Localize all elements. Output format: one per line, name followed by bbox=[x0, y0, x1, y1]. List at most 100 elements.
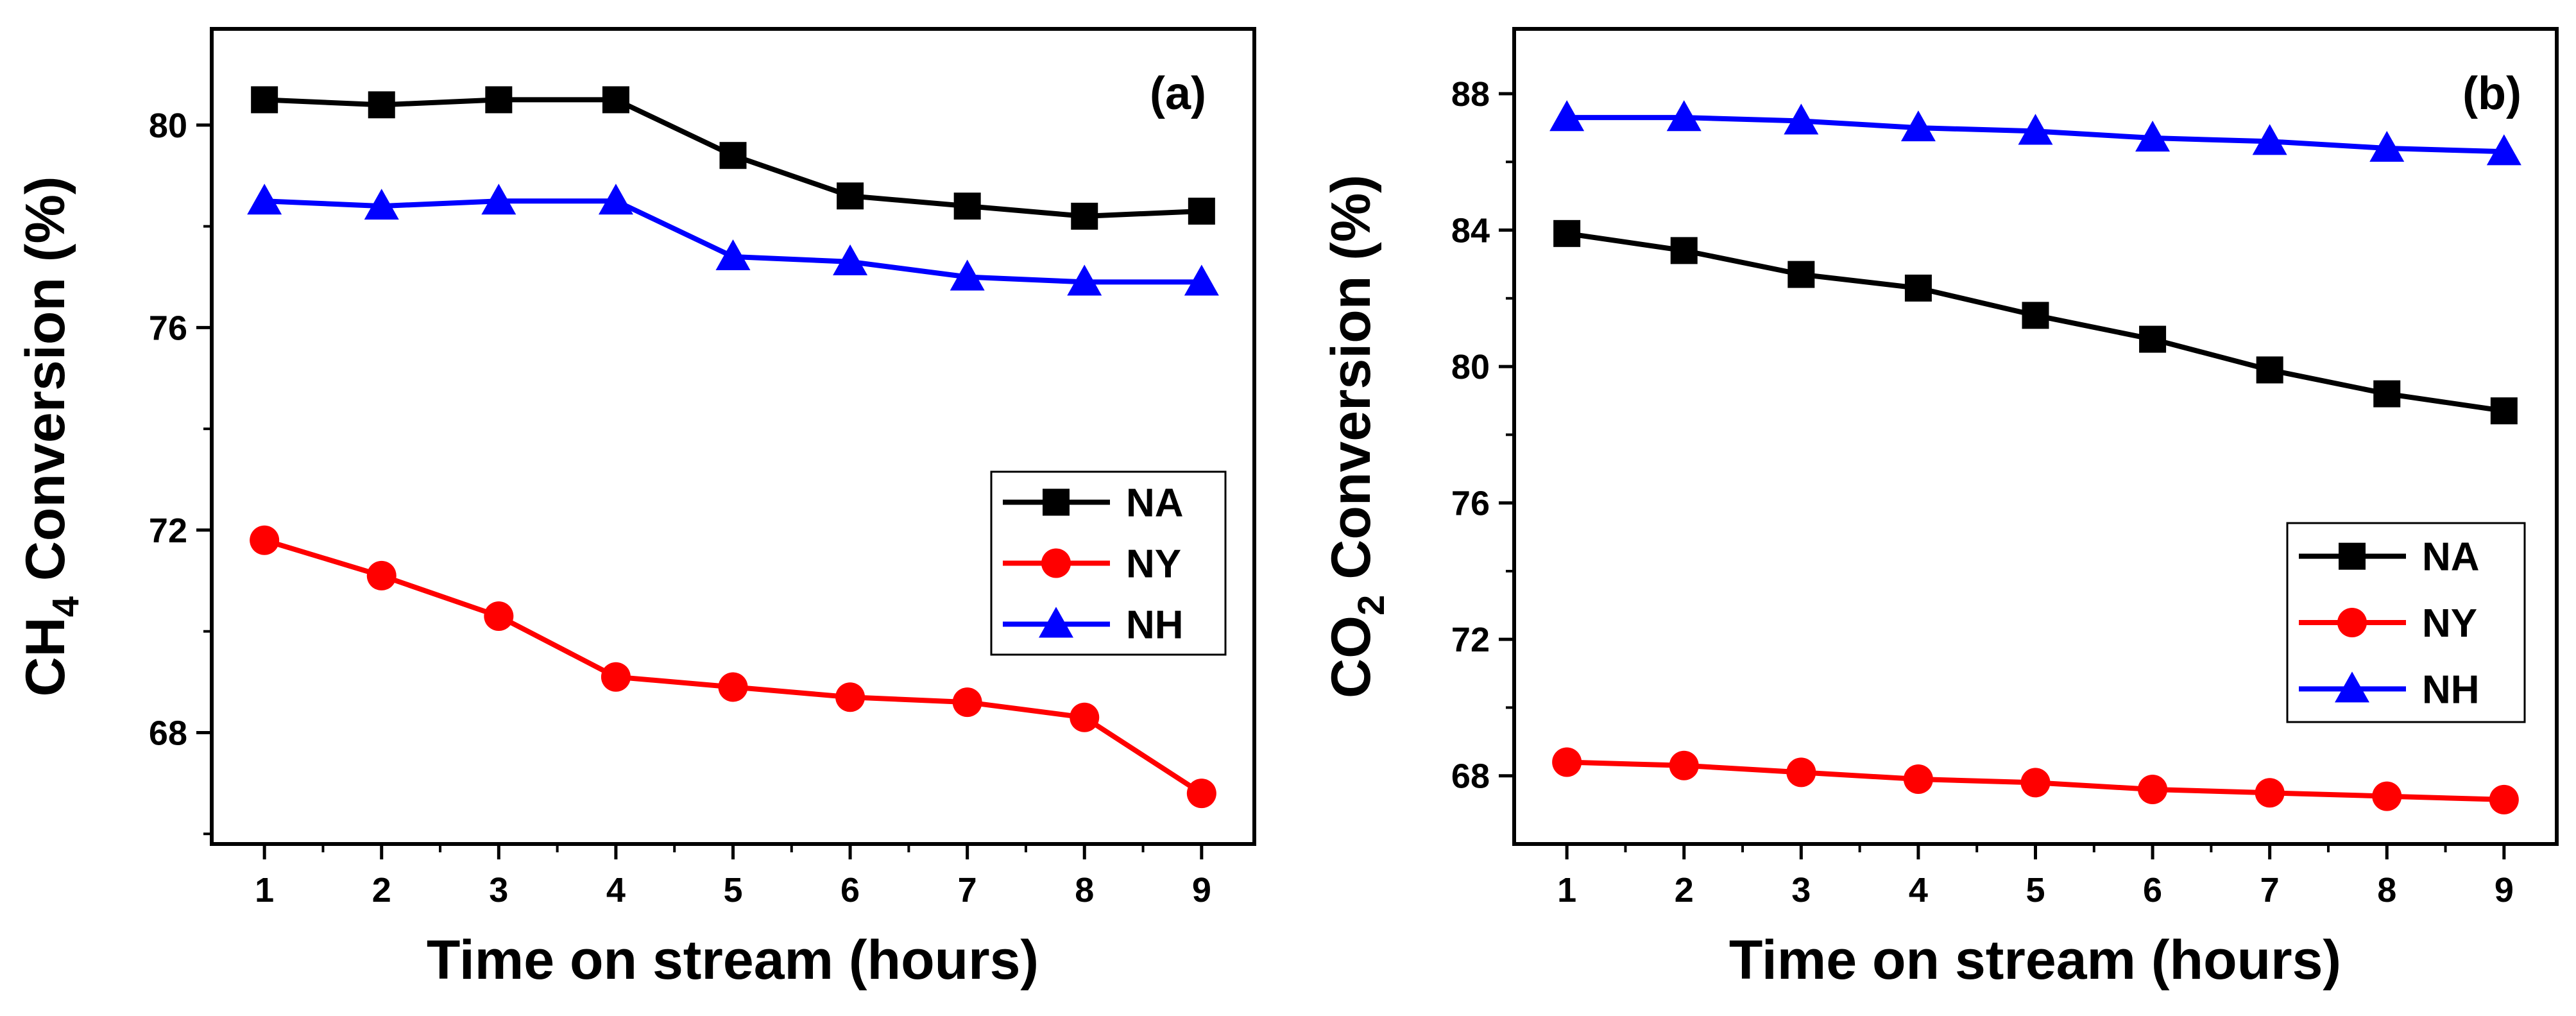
y-tick-label: 68 bbox=[149, 714, 187, 752]
chart-panel-b: 1 2 3 4 5 6 7 8 9 68 72 76 80 84 88 Time on stream (hou… bbox=[1320, 27, 2559, 991]
x-tick-label: 2 bbox=[1675, 871, 1694, 909]
x-axis-title: Time on stream (hours) bbox=[427, 929, 1039, 991]
legend-item-ny: NY bbox=[2299, 601, 2477, 646]
data-point-nh bbox=[715, 239, 751, 271]
data-point-na bbox=[2139, 325, 2167, 353]
data-point-na bbox=[2022, 302, 2049, 329]
data-point-ny bbox=[1669, 750, 1699, 780]
x-tick-label: 3 bbox=[489, 871, 508, 909]
data-point-na bbox=[602, 86, 629, 114]
y-axis-title-main: CH bbox=[15, 617, 76, 696]
y-tick-label: 72 bbox=[149, 512, 187, 550]
y-tick-label: 76 bbox=[1451, 485, 1490, 523]
data-point-nh bbox=[1184, 264, 1219, 296]
data-point-ny bbox=[1186, 779, 1216, 809]
legend-label: NA bbox=[1126, 481, 1184, 526]
y-tick-label: 80 bbox=[149, 107, 187, 145]
legend-marker bbox=[2337, 608, 2367, 637]
x-tick-label: 8 bbox=[2377, 871, 2396, 909]
data-point-na bbox=[1071, 202, 1098, 230]
data-point-ny bbox=[250, 525, 280, 555]
data-point-nh bbox=[364, 189, 399, 220]
data-point-nh bbox=[1666, 100, 1702, 132]
legend-item-na: NA bbox=[2299, 535, 2480, 580]
data-point-ny bbox=[484, 601, 514, 632]
data-point-ny bbox=[2138, 774, 2168, 804]
data-point-na bbox=[1188, 197, 1215, 225]
data-point-nh bbox=[2252, 124, 2287, 155]
data-point-ny bbox=[952, 687, 982, 718]
data-point-ny bbox=[1903, 764, 1933, 795]
data-point-nh bbox=[2369, 130, 2405, 162]
data-point-ny bbox=[835, 682, 866, 712]
data-point-ny bbox=[366, 560, 397, 590]
data-point-nh bbox=[1067, 264, 1102, 296]
y-tick-label: 68 bbox=[1451, 757, 1490, 796]
legend-marker bbox=[1043, 488, 1070, 516]
data-point-na bbox=[485, 86, 513, 114]
legend-marker bbox=[1039, 607, 1073, 638]
data-point-na bbox=[368, 91, 395, 119]
y-tick-label: 88 bbox=[1451, 75, 1490, 114]
data-point-nh bbox=[2486, 134, 2521, 166]
y-axis-title-rest: Conversion (%) bbox=[15, 176, 76, 596]
data-point-ny bbox=[2372, 781, 2402, 811]
x-tick-label: 6 bbox=[840, 871, 860, 909]
series-ny bbox=[250, 525, 1216, 809]
legend-item-ny: NY bbox=[1003, 542, 1181, 587]
data-point-na bbox=[2490, 397, 2518, 425]
data-point-nh bbox=[2018, 114, 2053, 145]
legend-label: NA bbox=[2422, 535, 2480, 580]
legend: NA NY NH bbox=[2286, 522, 2526, 723]
series-na bbox=[251, 86, 1215, 230]
data-point-na bbox=[251, 86, 278, 114]
data-point-na bbox=[1553, 220, 1581, 247]
data-point-na bbox=[2373, 380, 2401, 408]
x-tick-label: 5 bbox=[723, 871, 742, 909]
data-point-ny bbox=[2489, 784, 2519, 814]
data-point-ny bbox=[718, 672, 748, 702]
x-tick-label: 7 bbox=[958, 871, 977, 909]
data-point-na bbox=[837, 182, 864, 210]
legend-label: NH bbox=[1126, 603, 1184, 648]
x-tick-label: 9 bbox=[2495, 871, 2514, 909]
y-tick-label: 76 bbox=[149, 309, 187, 347]
data-point-na bbox=[1904, 274, 1932, 302]
y-axis-title: CH4 Conversion (%) bbox=[15, 176, 87, 696]
data-point-ny bbox=[2255, 778, 2285, 808]
legend-label: NY bbox=[2422, 601, 2477, 646]
data-point-nh bbox=[1784, 103, 1819, 135]
x-tick-label: 4 bbox=[606, 871, 626, 909]
data-point-na bbox=[953, 193, 981, 220]
series-ny bbox=[1552, 747, 2519, 814]
data-point-nh bbox=[2135, 121, 2171, 152]
series-nh bbox=[1549, 100, 2521, 166]
y-axis-title-subscript: 2 bbox=[1351, 595, 1392, 616]
chart-panel-a: 1 2 3 4 5 6 7 8 9 68 72 76 80 Time on stream (hours) C… bbox=[15, 27, 1256, 991]
y-axis-title: CO2 Conversion (%) bbox=[1320, 175, 1392, 698]
legend-label: NH bbox=[2422, 667, 2480, 712]
data-point-na bbox=[2256, 356, 2283, 384]
y-tick-label: 80 bbox=[1451, 348, 1490, 386]
data-point-ny bbox=[2020, 768, 2051, 798]
panel-label: (a) bbox=[1150, 68, 1206, 119]
data-point-ny bbox=[1786, 757, 1816, 788]
data-point-nh bbox=[833, 244, 868, 275]
data-point-nh bbox=[950, 259, 985, 291]
data-point-nh bbox=[481, 184, 516, 215]
legend-item-nh: NH bbox=[2299, 667, 2480, 712]
y-tick-label: 72 bbox=[1451, 621, 1490, 659]
y-axis-title-subscript: 4 bbox=[45, 596, 87, 617]
legend-item-nh: NH bbox=[1003, 603, 1184, 648]
data-point-na bbox=[719, 142, 747, 169]
x-tick-label: 5 bbox=[2026, 871, 2045, 909]
legend-marker bbox=[2335, 671, 2369, 703]
series-na bbox=[1553, 220, 2518, 425]
y-tick-label: 84 bbox=[1451, 212, 1490, 250]
legend-marker bbox=[1041, 548, 1071, 578]
x-tick-label: 1 bbox=[255, 871, 274, 909]
data-point-na bbox=[1787, 261, 1815, 288]
data-point-ny bbox=[1070, 702, 1100, 732]
series-nh bbox=[247, 184, 1219, 296]
